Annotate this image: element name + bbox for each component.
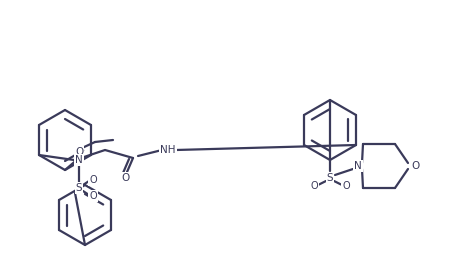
Text: S: S bbox=[76, 183, 82, 193]
Text: O: O bbox=[412, 161, 420, 171]
Text: N: N bbox=[354, 161, 362, 171]
Text: O: O bbox=[342, 181, 350, 191]
Text: NH: NH bbox=[160, 145, 176, 155]
Text: O: O bbox=[310, 181, 318, 191]
Text: O: O bbox=[75, 147, 83, 157]
Text: N: N bbox=[75, 155, 83, 165]
Text: O: O bbox=[89, 191, 97, 201]
Text: S: S bbox=[327, 173, 333, 183]
Text: O: O bbox=[121, 173, 129, 183]
Text: O: O bbox=[89, 175, 97, 185]
